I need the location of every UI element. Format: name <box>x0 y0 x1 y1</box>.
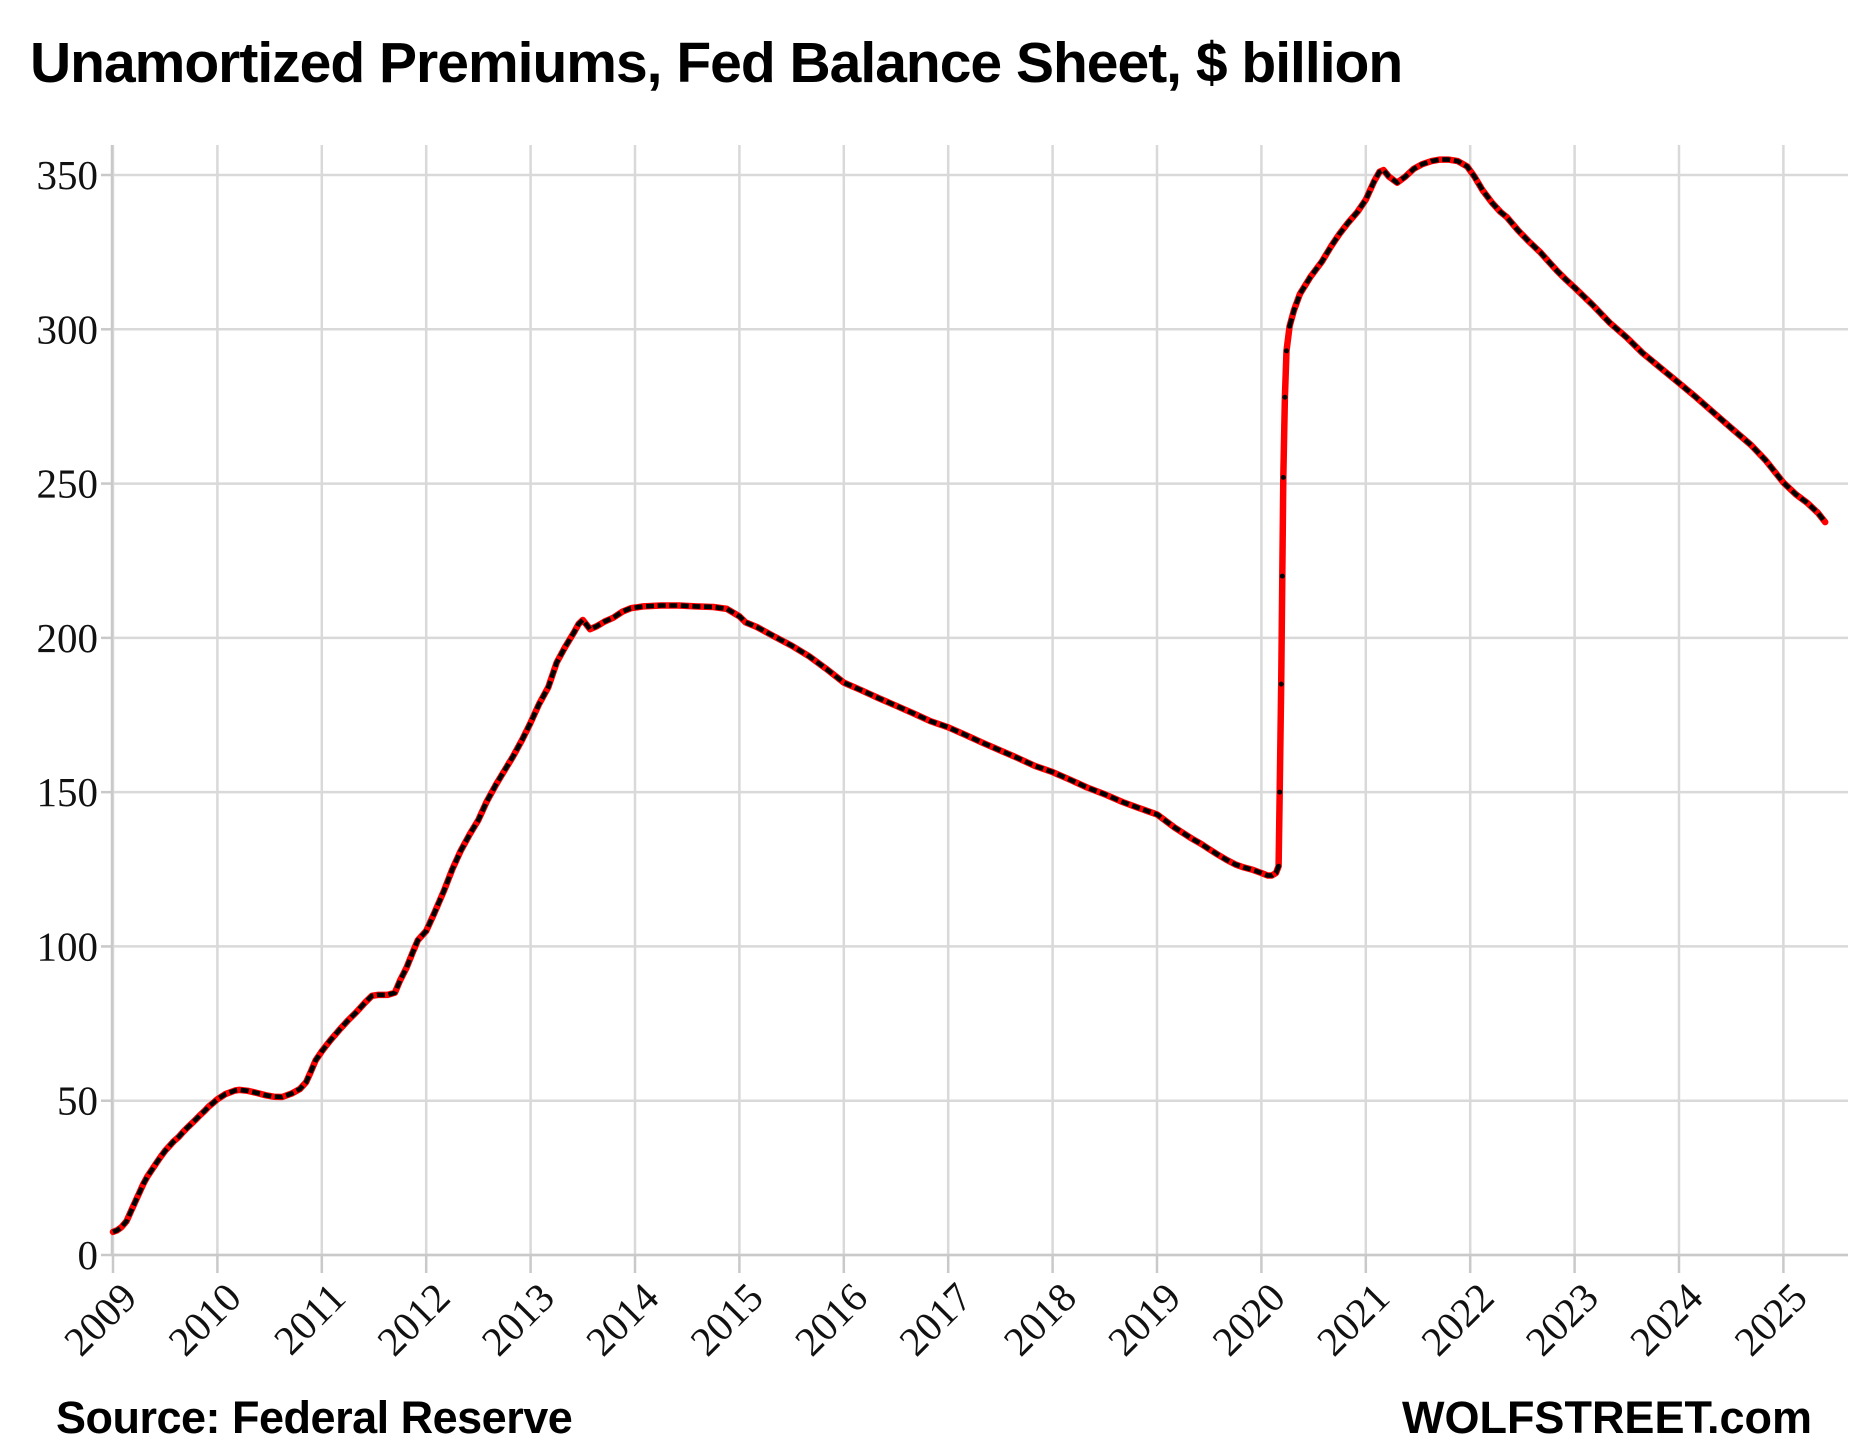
x-axis-tick-label: 2016 <box>786 1274 877 1365</box>
source-note: Source: Federal Reserve <box>56 1392 573 1440</box>
x-axis-tick-label: 2019 <box>1099 1274 1190 1365</box>
x-axis-tick-label: 2010 <box>159 1274 250 1365</box>
x-axis-tick-label: 2020 <box>1203 1274 1294 1365</box>
y-axis-tick-label: 100 <box>37 923 99 969</box>
data-line-dashes <box>112 157 1828 1235</box>
data-point-marker <box>1279 573 1285 579</box>
x-axis-tick-label: 2012 <box>368 1274 459 1365</box>
y-axis-tick-label: 0 <box>78 1232 99 1278</box>
data-point-marker <box>1278 681 1284 687</box>
y-axis-tick-label: 50 <box>57 1078 98 1124</box>
data-point-marker <box>1277 789 1283 795</box>
y-axis-tick-label: 300 <box>37 306 99 352</box>
y-axis-tick-label: 200 <box>37 615 99 661</box>
chart-title: Unamortized Premiums, Fed Balance Sheet,… <box>30 31 1403 95</box>
x-axis-tick-label: 2022 <box>1412 1274 1503 1365</box>
y-axis-tick-label: 250 <box>37 461 99 507</box>
x-axis-tick-label: 2018 <box>994 1274 1085 1365</box>
data-line <box>109 156 1829 1236</box>
data-point-marker <box>1280 474 1286 480</box>
y-axis-tick-label: 350 <box>37 152 99 198</box>
x-axis-tick-label: 2015 <box>681 1274 772 1365</box>
x-axis-tick-label: 2013 <box>472 1274 563 1365</box>
x-axis-tick-label: 2024 <box>1621 1274 1712 1365</box>
branding-wolfstreet: WOLFSTREET.com <box>1401 1392 1812 1440</box>
x-axis-tick-label: 2023 <box>1516 1274 1607 1365</box>
x-axis-tick-label: 2017 <box>890 1274 981 1365</box>
x-axis-tick-label: 2021 <box>1308 1274 1399 1365</box>
data-point-marker <box>1284 348 1289 354</box>
x-axis-tick-label: 2014 <box>577 1274 668 1365</box>
data-point-marker <box>1287 323 1293 329</box>
x-axis-tick-label: 2025 <box>1725 1274 1816 1365</box>
x-axis-tick-label: 2011 <box>265 1274 354 1363</box>
x-axis-tick-label: 2009 <box>55 1274 146 1365</box>
y-axis-tick-label: 150 <box>37 769 99 815</box>
data-point-marker <box>1276 863 1282 869</box>
data-point-marker <box>1282 394 1288 400</box>
